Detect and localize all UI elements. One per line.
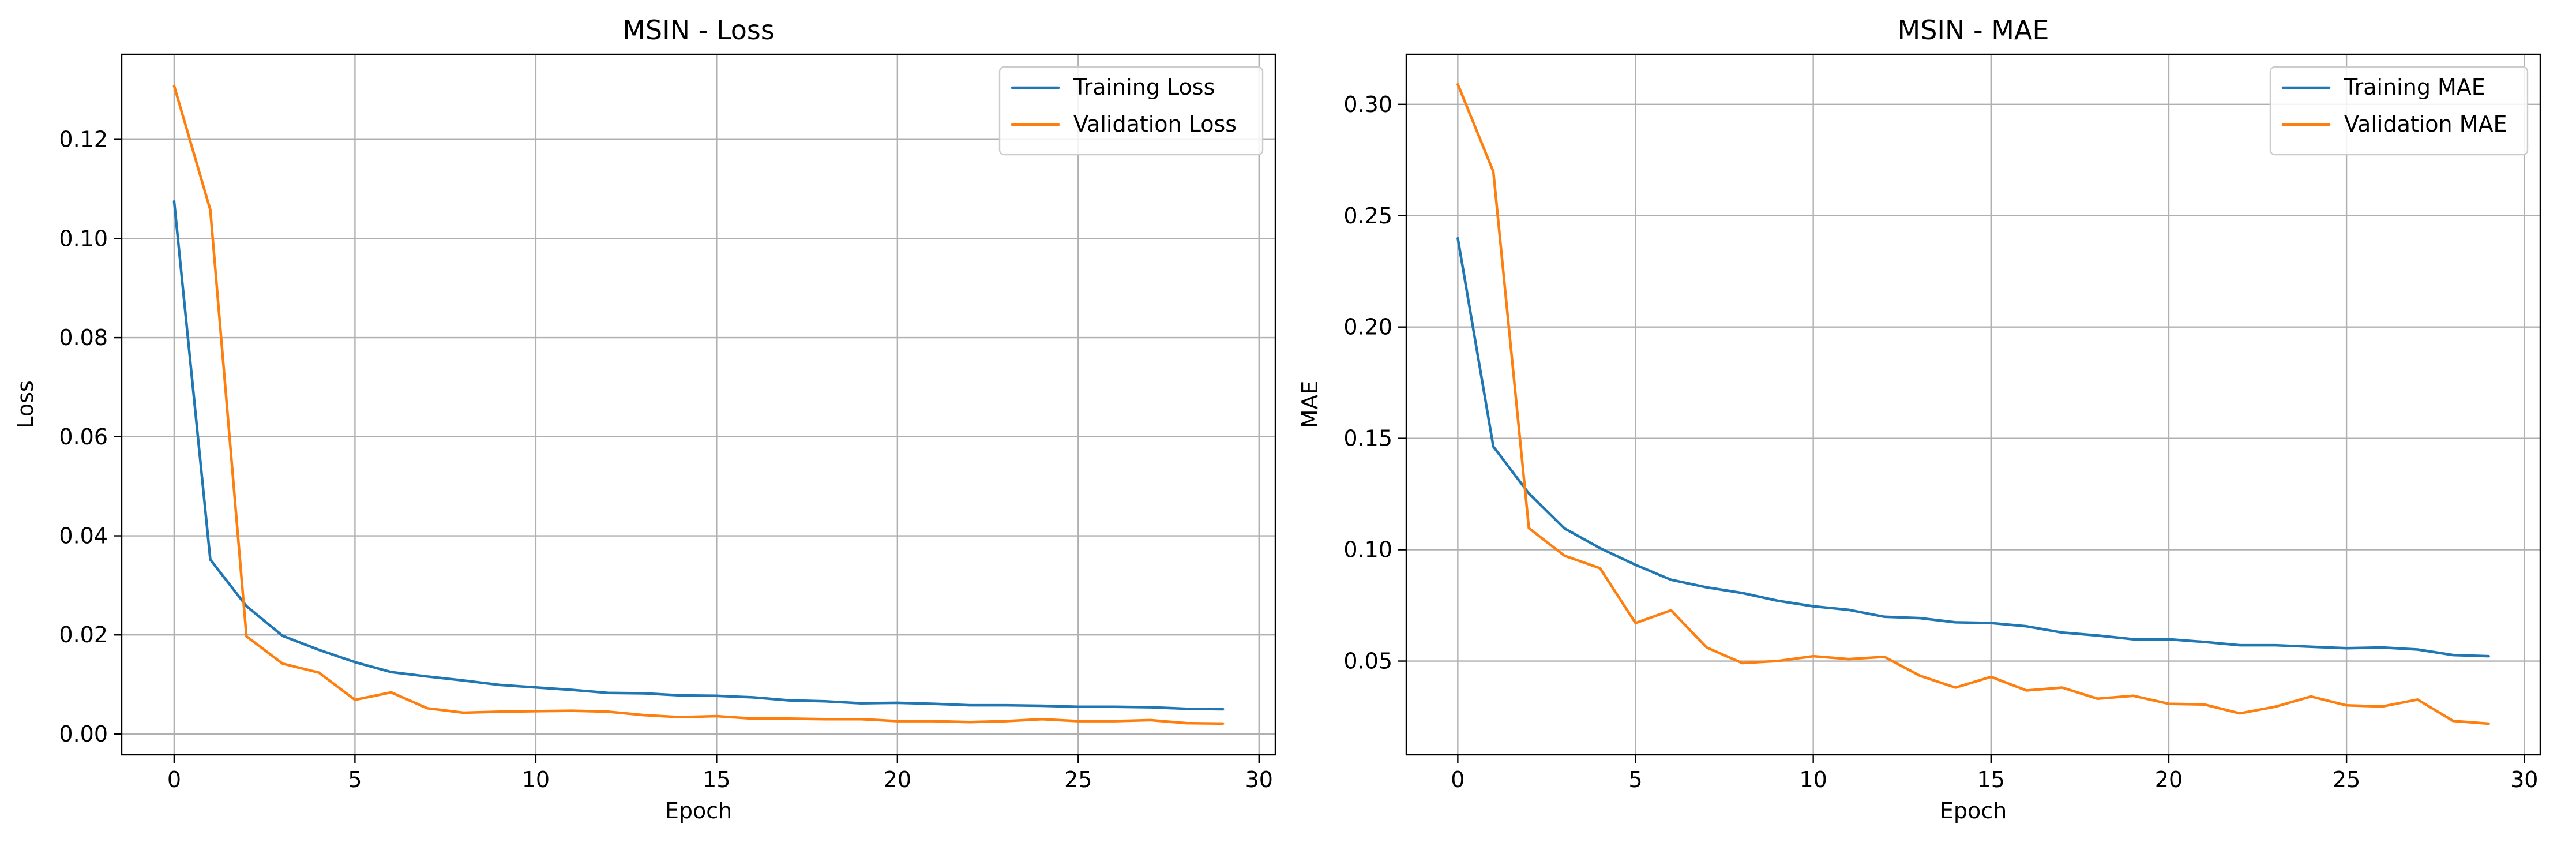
- y-tick-label: 0.12: [59, 127, 108, 152]
- x-tick-label: 10: [522, 767, 550, 792]
- y-tick-label: 0.20: [1343, 315, 1392, 340]
- x-tick-label: 20: [884, 767, 911, 792]
- x-tick-label: 0: [167, 767, 181, 792]
- x-tick-label: 10: [1799, 767, 1827, 792]
- x-tick-label: 15: [1977, 767, 2005, 792]
- y-tick-label: 0.02: [59, 622, 108, 647]
- x-tick-label: 5: [1628, 767, 1642, 792]
- x-tick-label: 25: [2333, 767, 2360, 792]
- y-tick-label: 0.10: [59, 226, 108, 251]
- legend-label-validation-mae: Validation MAE: [2344, 111, 2507, 137]
- x-tick-label: 25: [1064, 767, 1092, 792]
- loss-ticks: 0 5 10 15 20 25 30 0.00 0.02 0.04 0.06 0.08 0.10 0.12: [59, 127, 1273, 792]
- series-line-training-mae: [1456, 237, 2490, 658]
- x-tick-label: 15: [703, 767, 730, 792]
- mae-plot-frame: [1405, 53, 2541, 756]
- loss-series-lines: [172, 84, 1225, 725]
- x-tick-label: 0: [1451, 767, 1465, 792]
- y-tick-label: 0.04: [59, 523, 108, 549]
- loss-x-axis-label: Epoch: [665, 798, 732, 823]
- x-tick-label: 5: [348, 767, 362, 792]
- y-tick-label: 0.06: [59, 424, 108, 450]
- y-tick-label: 0.05: [1343, 649, 1392, 674]
- mae-y-axis-label: MAE: [1297, 381, 1323, 429]
- series-line-validation-loss: [172, 84, 1225, 725]
- loss-plot-frame: [121, 53, 1276, 756]
- mae-x-axis-label: Epoch: [1940, 798, 2007, 823]
- mae-legend-box: [2269, 66, 2529, 156]
- legend-label-training-loss: Training Loss: [1073, 74, 1215, 100]
- loss-y-axis-label: Loss: [13, 380, 38, 428]
- loss-grid: [122, 54, 1275, 755]
- mae-chart: 0 5 10 15 20 25 30 0.05 0.10 0.15 0.20 0.25 0.30 MSI…: [1297, 14, 2541, 823]
- loss-chart-title: MSIN - Loss: [622, 14, 775, 46]
- legend-label-training-mae: Training MAE: [2344, 74, 2485, 100]
- legend-label-validation-loss: Validation Loss: [1073, 111, 1237, 137]
- y-tick-label: 0.10: [1343, 537, 1392, 563]
- series-line-training-loss: [172, 200, 1225, 711]
- mae-series-lines: [1456, 83, 2490, 725]
- mae-legend: Training MAE Validation MAE: [2269, 66, 2529, 156]
- x-tick-label: 30: [2510, 767, 2538, 792]
- loss-legend-box: [998, 66, 1264, 156]
- y-tick-label: 0.08: [59, 325, 108, 350]
- x-tick-label: 20: [2155, 767, 2183, 792]
- loss-chart: 0 5 10 15 20 25 30 0.00 0.02 0.04 0.06 0.08 0.10 0.12…: [13, 14, 1276, 823]
- y-tick-label: 0.15: [1343, 426, 1392, 451]
- series-line-validation-mae: [1456, 83, 2490, 725]
- loss-legend: Training Loss Validation Loss: [998, 66, 1264, 156]
- mae-ticks: 0 5 10 15 20 25 30 0.05 0.10 0.15 0.20 0.25 0.30: [1343, 92, 2538, 792]
- mae-chart-title: MSIN - MAE: [1898, 14, 2049, 46]
- y-tick-label: 0.25: [1343, 203, 1392, 229]
- mae-grid: [1406, 54, 2540, 755]
- y-tick-label: 0.30: [1343, 92, 1392, 117]
- y-tick-label: 0.00: [59, 721, 108, 747]
- x-tick-label: 30: [1245, 767, 1273, 792]
